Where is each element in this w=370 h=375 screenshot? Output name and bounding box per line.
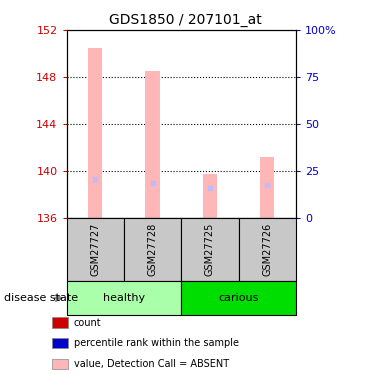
Text: percentile rank within the sample: percentile rank within the sample [74, 338, 239, 348]
Text: GSM27728: GSM27728 [148, 223, 158, 276]
Text: count: count [74, 318, 102, 327]
Bar [67, 217, 124, 281]
Bar [88, 48, 102, 217]
Bar [124, 217, 181, 281]
Bar [145, 71, 160, 217]
Text: carious: carious [218, 293, 259, 303]
Text: disease state: disease state [4, 293, 78, 303]
Text: GDS1850 / 207101_at: GDS1850 / 207101_at [109, 13, 261, 27]
Bar [181, 217, 239, 281]
Bar [260, 157, 275, 218]
Text: healthy: healthy [103, 293, 145, 303]
Text: GSM27727: GSM27727 [90, 223, 100, 276]
Bar [239, 217, 296, 281]
Bar [181, 281, 296, 315]
Text: GSM27726: GSM27726 [262, 223, 272, 276]
Text: GSM27725: GSM27725 [205, 223, 215, 276]
Bar [203, 174, 217, 217]
Text: value, Detection Call = ABSENT: value, Detection Call = ABSENT [74, 359, 229, 369]
Bar [67, 281, 181, 315]
